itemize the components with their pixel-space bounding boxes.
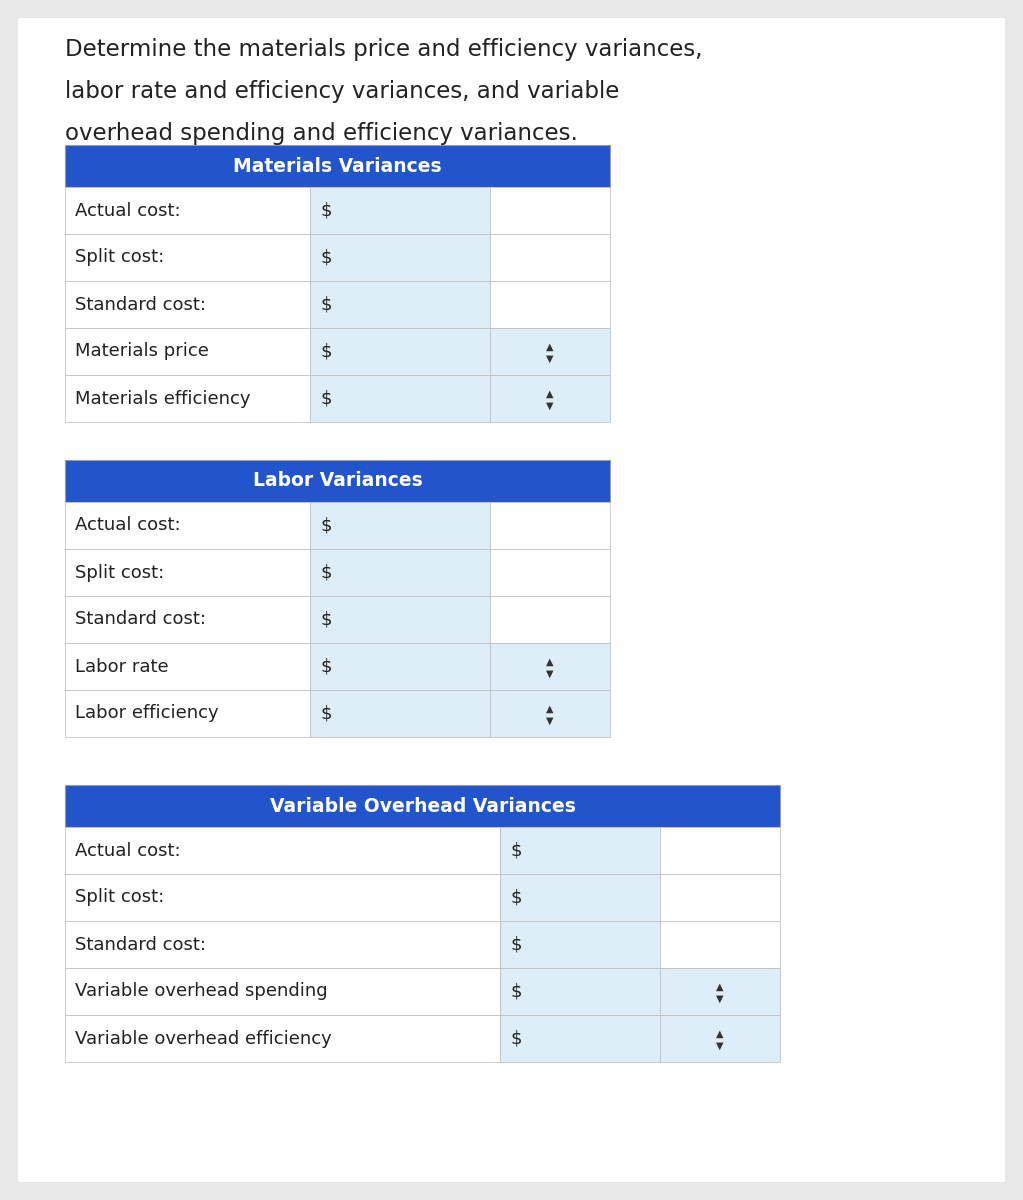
Bar — [310, 690, 490, 737]
Text: $: $ — [510, 888, 522, 906]
Text: ▼: ▼ — [546, 715, 553, 726]
Bar — [65, 374, 310, 422]
Text: ▼: ▼ — [546, 401, 553, 410]
Bar — [310, 643, 490, 690]
Bar — [65, 643, 310, 690]
Bar — [500, 1015, 660, 1062]
Text: labor rate and efficiency variances, and variable: labor rate and efficiency variances, and… — [65, 80, 619, 103]
Text: ▲: ▲ — [546, 703, 553, 714]
Bar — [490, 643, 610, 690]
Bar — [500, 874, 660, 922]
Bar — [65, 550, 310, 596]
Text: $: $ — [320, 516, 331, 534]
Text: $: $ — [320, 248, 331, 266]
Bar — [490, 374, 610, 422]
Text: Determine the materials price and efficiency variances,: Determine the materials price and effici… — [65, 38, 703, 61]
Text: Actual cost:: Actual cost: — [75, 841, 181, 859]
Bar — [660, 874, 780, 922]
Text: ▲: ▲ — [546, 656, 553, 666]
Text: $: $ — [320, 390, 331, 408]
Bar — [490, 690, 610, 737]
Bar — [500, 922, 660, 968]
Text: $: $ — [510, 936, 522, 954]
Bar — [490, 596, 610, 643]
Bar — [65, 874, 500, 922]
Bar — [65, 328, 310, 374]
Bar — [65, 187, 310, 234]
Bar — [490, 187, 610, 234]
Bar — [310, 281, 490, 328]
Text: Split cost:: Split cost: — [75, 248, 165, 266]
Bar — [500, 968, 660, 1015]
Text: ▲: ▲ — [546, 389, 553, 398]
Bar — [65, 922, 500, 968]
Text: $: $ — [320, 704, 331, 722]
Text: $: $ — [320, 611, 331, 629]
Bar — [310, 328, 490, 374]
Bar — [65, 1015, 500, 1062]
Text: ▼: ▼ — [716, 994, 723, 1003]
Text: $: $ — [510, 983, 522, 1001]
Text: $: $ — [320, 564, 331, 582]
Text: ▼: ▼ — [546, 668, 553, 678]
Bar — [490, 550, 610, 596]
Text: Standard cost:: Standard cost: — [75, 295, 206, 313]
Text: Actual cost:: Actual cost: — [75, 516, 181, 534]
Text: $: $ — [510, 1030, 522, 1048]
Bar — [500, 827, 660, 874]
Text: ▼: ▼ — [716, 1040, 723, 1050]
Text: Standard cost:: Standard cost: — [75, 936, 206, 954]
Text: Materials Variances: Materials Variances — [233, 156, 442, 175]
Text: ▲: ▲ — [716, 1028, 723, 1038]
Text: $: $ — [320, 342, 331, 360]
Bar — [65, 281, 310, 328]
Text: overhead spending and efficiency variances.: overhead spending and efficiency varianc… — [65, 122, 578, 145]
Text: Variable overhead efficiency: Variable overhead efficiency — [75, 1030, 331, 1048]
Bar — [310, 502, 490, 550]
Text: Variable overhead spending: Variable overhead spending — [75, 983, 327, 1001]
Text: Materials price: Materials price — [75, 342, 209, 360]
Text: $: $ — [510, 841, 522, 859]
Bar — [310, 596, 490, 643]
Text: Materials efficiency: Materials efficiency — [75, 390, 251, 408]
Bar — [65, 690, 310, 737]
Bar — [65, 502, 310, 550]
Bar — [490, 234, 610, 281]
Text: ▲: ▲ — [716, 982, 723, 991]
Text: $: $ — [320, 202, 331, 220]
Bar — [310, 187, 490, 234]
Text: Split cost:: Split cost: — [75, 888, 165, 906]
Bar — [65, 234, 310, 281]
Text: $: $ — [320, 295, 331, 313]
Bar — [490, 328, 610, 374]
Text: Actual cost:: Actual cost: — [75, 202, 181, 220]
Bar — [310, 550, 490, 596]
Text: ▼: ▼ — [546, 354, 553, 364]
Bar — [660, 827, 780, 874]
Bar — [660, 922, 780, 968]
Bar — [65, 145, 610, 187]
Text: Labor Variances: Labor Variances — [253, 472, 422, 491]
Text: $: $ — [320, 658, 331, 676]
Text: ▲: ▲ — [546, 342, 553, 352]
Bar — [490, 281, 610, 328]
Text: Standard cost:: Standard cost: — [75, 611, 206, 629]
Bar — [65, 460, 610, 502]
Bar — [490, 502, 610, 550]
Text: Labor efficiency: Labor efficiency — [75, 704, 219, 722]
Bar — [310, 234, 490, 281]
Text: Labor rate: Labor rate — [75, 658, 169, 676]
Bar — [65, 785, 780, 827]
Bar — [65, 827, 500, 874]
Text: Variable Overhead Variances: Variable Overhead Variances — [270, 797, 575, 816]
Bar — [65, 596, 310, 643]
Bar — [65, 968, 500, 1015]
Text: Split cost:: Split cost: — [75, 564, 165, 582]
Bar — [310, 374, 490, 422]
Bar — [660, 1015, 780, 1062]
Bar — [660, 968, 780, 1015]
